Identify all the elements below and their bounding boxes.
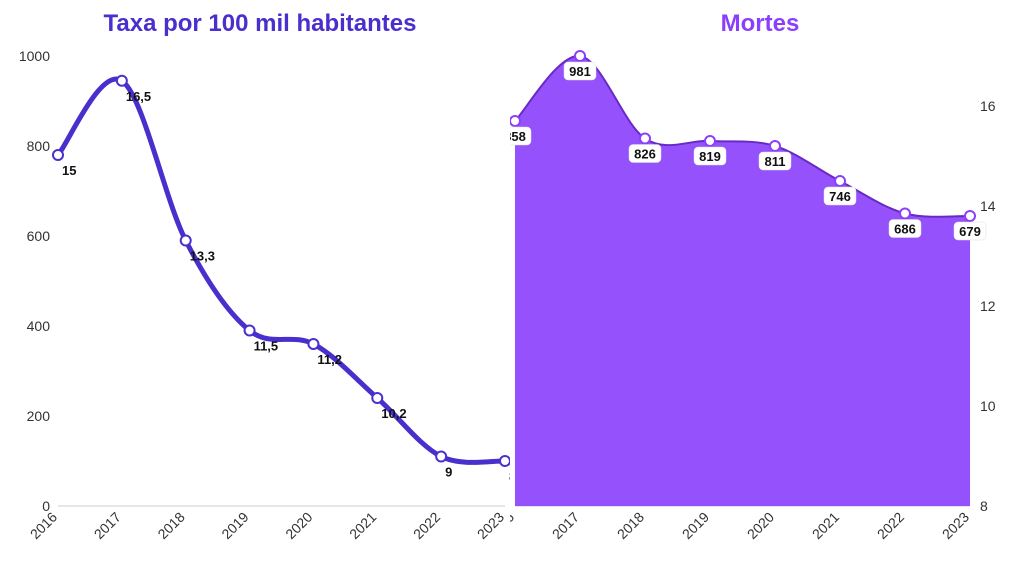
point-label: 826 [634, 147, 656, 162]
x-tick-label: 2023 [939, 509, 972, 542]
point-label: 10,2 [381, 406, 406, 421]
y-tick-label: 16 [980, 98, 996, 114]
x-tick-label: 2017 [549, 509, 582, 542]
left-chart-svg: 0200400600800100020162017201820192020202… [10, 46, 510, 561]
x-tick-label: 2021 [346, 509, 379, 542]
data-point [640, 134, 650, 144]
data-point [770, 141, 780, 151]
data-point [53, 150, 63, 160]
point-label: 11,5 [254, 339, 279, 354]
right-chart-svg: 8 10 12 14 16 2016 2017 2018 2019 2020 2021 2022 202… [510, 46, 1010, 561]
point-label: 746 [829, 189, 851, 204]
x-tick-label: 2022 [410, 509, 443, 542]
x-tick-label: 2019 [679, 509, 712, 542]
data-point [575, 51, 585, 61]
x-tick-label: 2017 [91, 509, 124, 542]
data-point [510, 116, 520, 126]
left-chart-panel: Taxa por 100 mil habitantes 020040060080… [10, 10, 510, 565]
data-point [436, 452, 446, 462]
data-point [308, 339, 318, 349]
data-point [117, 76, 127, 86]
x-tick-label: 2020 [282, 509, 315, 542]
y-tick-label: 8 [980, 498, 988, 514]
data-point [900, 209, 910, 219]
data-point [372, 393, 382, 403]
point-label: 13,3 [190, 249, 215, 264]
point-label: 16,5 [126, 89, 151, 104]
point-label: 819 [699, 149, 721, 164]
x-tick-label: 2018 [614, 509, 647, 542]
point-label: 9 [445, 465, 452, 480]
area-series [515, 56, 970, 506]
point-label: 981 [569, 64, 591, 79]
data-point [705, 136, 715, 146]
data-point [965, 211, 975, 221]
point-label: 11,2 [317, 352, 342, 367]
data-point [245, 326, 255, 336]
x-tick-label: 2023 [474, 509, 507, 542]
y-tick-label: 12 [980, 298, 996, 314]
y-tick-label: 14 [980, 198, 996, 214]
x-tick-label: 2019 [218, 509, 251, 542]
x-tick-label: 2020 [744, 509, 777, 542]
y-tick-label: 1000 [19, 48, 50, 64]
data-point [500, 456, 510, 466]
line-series [58, 79, 505, 462]
point-label: 811 [765, 154, 786, 169]
y-tick-label: 800 [27, 138, 51, 154]
x-tick-label: 2018 [154, 509, 187, 542]
x-tick-label: 2022 [874, 509, 907, 542]
y-tick-label: 400 [27, 318, 51, 334]
y-tick-label: 200 [27, 408, 51, 424]
point-label: 858 [510, 129, 526, 144]
data-point [181, 236, 191, 246]
x-tick-label: 2016 [510, 509, 517, 542]
y-tick-label: 600 [27, 228, 51, 244]
data-point [835, 176, 845, 186]
right-chart-title: Mortes [510, 10, 1010, 38]
x-tick-label: 2021 [809, 509, 842, 542]
point-label: 686 [894, 222, 916, 237]
right-chart-panel: Mortes 8 10 12 14 16 2016 2017 2018 2019 2020 2021… [510, 10, 1010, 565]
y-tick-label: 10 [980, 398, 996, 414]
point-label: 15 [62, 163, 76, 178]
x-tick-label: 2016 [27, 509, 60, 542]
left-chart-title: Taxa por 100 mil habitantes [10, 10, 510, 38]
point-label: 679 [959, 224, 981, 239]
